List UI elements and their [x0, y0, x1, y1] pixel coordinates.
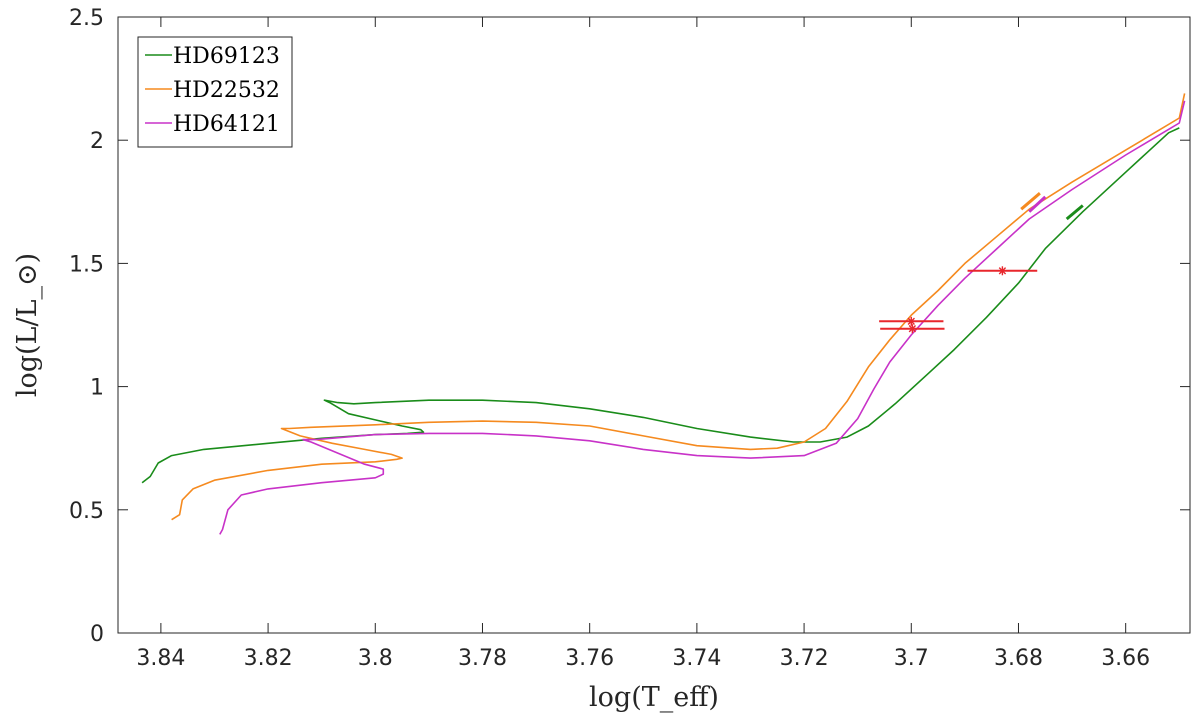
x-tick-label: 3.84: [136, 646, 185, 671]
observation-marker: [998, 267, 1007, 275]
observation-marker: [907, 317, 915, 325]
plot-frame: [117, 16, 1191, 634]
x-tick-label: 3.8: [358, 646, 393, 671]
observation-point: [880, 324, 945, 334]
track-highlight-segment: [1020, 192, 1041, 211]
x-tick-label: 3.7: [894, 646, 929, 671]
observation-marker: [908, 325, 917, 333]
x-tick-label: 3.66: [1101, 646, 1150, 671]
y-axis-label: log(L/L_⊙): [12, 253, 43, 397]
x-tick-label: 3.68: [994, 646, 1043, 671]
series-line-HD22532: [171, 93, 1186, 521]
y-tick-label: 0: [90, 622, 104, 647]
legend-entry: HD64121: [173, 112, 280, 137]
y-tick-label: 0.5: [69, 499, 104, 524]
plot-area: [118, 17, 1190, 633]
x-tick-label: 3.74: [672, 646, 721, 671]
x-tick-label: 3.76: [565, 646, 614, 671]
observations-layer: [879, 266, 1038, 334]
legend: HD69123 HD22532 HD64121: [137, 36, 293, 148]
tick-labels: 3.84 3.82 3.8 3.78 3.76 3.74 3.72 3.7 3.68 3.66 0 0…: [69, 6, 1150, 671]
observation-point: [967, 266, 1038, 276]
x-tick-label: 3.78: [458, 646, 507, 671]
y-tick-label: 1: [90, 376, 104, 401]
y-tick-label: 1.5: [69, 252, 104, 277]
legend-entry: HD22532: [173, 78, 280, 103]
track-highlight-segment: [1065, 204, 1084, 221]
observation-point: [879, 316, 944, 326]
x-axis-label: log(T_eff): [589, 682, 719, 713]
x-tick-label: 3.72: [780, 646, 829, 671]
y-tick-label: 2.5: [69, 6, 104, 31]
x-tick-label: 3.82: [244, 646, 293, 671]
y-tick-label: 2: [90, 129, 104, 154]
series-layer: [141, 93, 1186, 535]
legend-entry: HD69123: [173, 44, 280, 69]
track-highlight-segment: [1028, 195, 1047, 213]
series-line-HD64121: [219, 100, 1186, 535]
